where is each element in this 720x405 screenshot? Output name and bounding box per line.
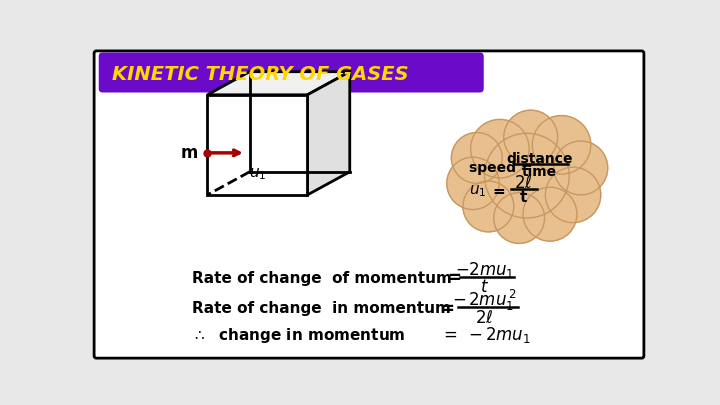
Circle shape — [494, 193, 544, 243]
Polygon shape — [207, 95, 307, 195]
Polygon shape — [207, 72, 350, 95]
FancyBboxPatch shape — [99, 53, 484, 92]
Text: KINETIC THEORY OF GASES: KINETIC THEORY OF GASES — [112, 64, 408, 83]
FancyBboxPatch shape — [94, 51, 644, 358]
Text: =: = — [448, 269, 462, 287]
Text: $=\;-2mu_1$: $=\;-2mu_1$ — [440, 325, 531, 345]
Circle shape — [545, 167, 600, 223]
Circle shape — [451, 132, 503, 183]
Text: m: m — [181, 144, 198, 162]
Text: Rate of change  of momentum: Rate of change of momentum — [192, 271, 451, 286]
Circle shape — [463, 181, 514, 232]
Text: $-\,2mu_1^{\,2}$: $-\,2mu_1^{\,2}$ — [452, 288, 517, 313]
Text: t: t — [519, 190, 527, 205]
Text: distance: distance — [506, 152, 572, 166]
Circle shape — [485, 133, 570, 218]
Circle shape — [471, 119, 529, 178]
Circle shape — [554, 141, 608, 195]
Text: =: = — [440, 300, 454, 318]
Text: Rate of change  in momentum: Rate of change in momentum — [192, 301, 451, 316]
Circle shape — [504, 110, 558, 164]
Circle shape — [532, 115, 590, 174]
Text: $u_1$: $u_1$ — [249, 167, 266, 182]
Polygon shape — [307, 72, 350, 195]
Text: $\therefore$  change in momentum: $\therefore$ change in momentum — [192, 326, 405, 345]
Text: $2\ell$: $2\ell$ — [475, 309, 494, 327]
Text: $2\ell$: $2\ell$ — [514, 174, 532, 192]
Text: $-2mu_1$: $-2mu_1$ — [455, 260, 514, 280]
Circle shape — [447, 157, 499, 209]
Text: $t$: $t$ — [480, 278, 489, 296]
Text: time: time — [521, 165, 557, 179]
Circle shape — [523, 187, 577, 241]
Text: =: = — [492, 183, 505, 198]
Text: speed =: speed = — [469, 161, 533, 175]
Text: $u_1$: $u_1$ — [469, 183, 487, 199]
